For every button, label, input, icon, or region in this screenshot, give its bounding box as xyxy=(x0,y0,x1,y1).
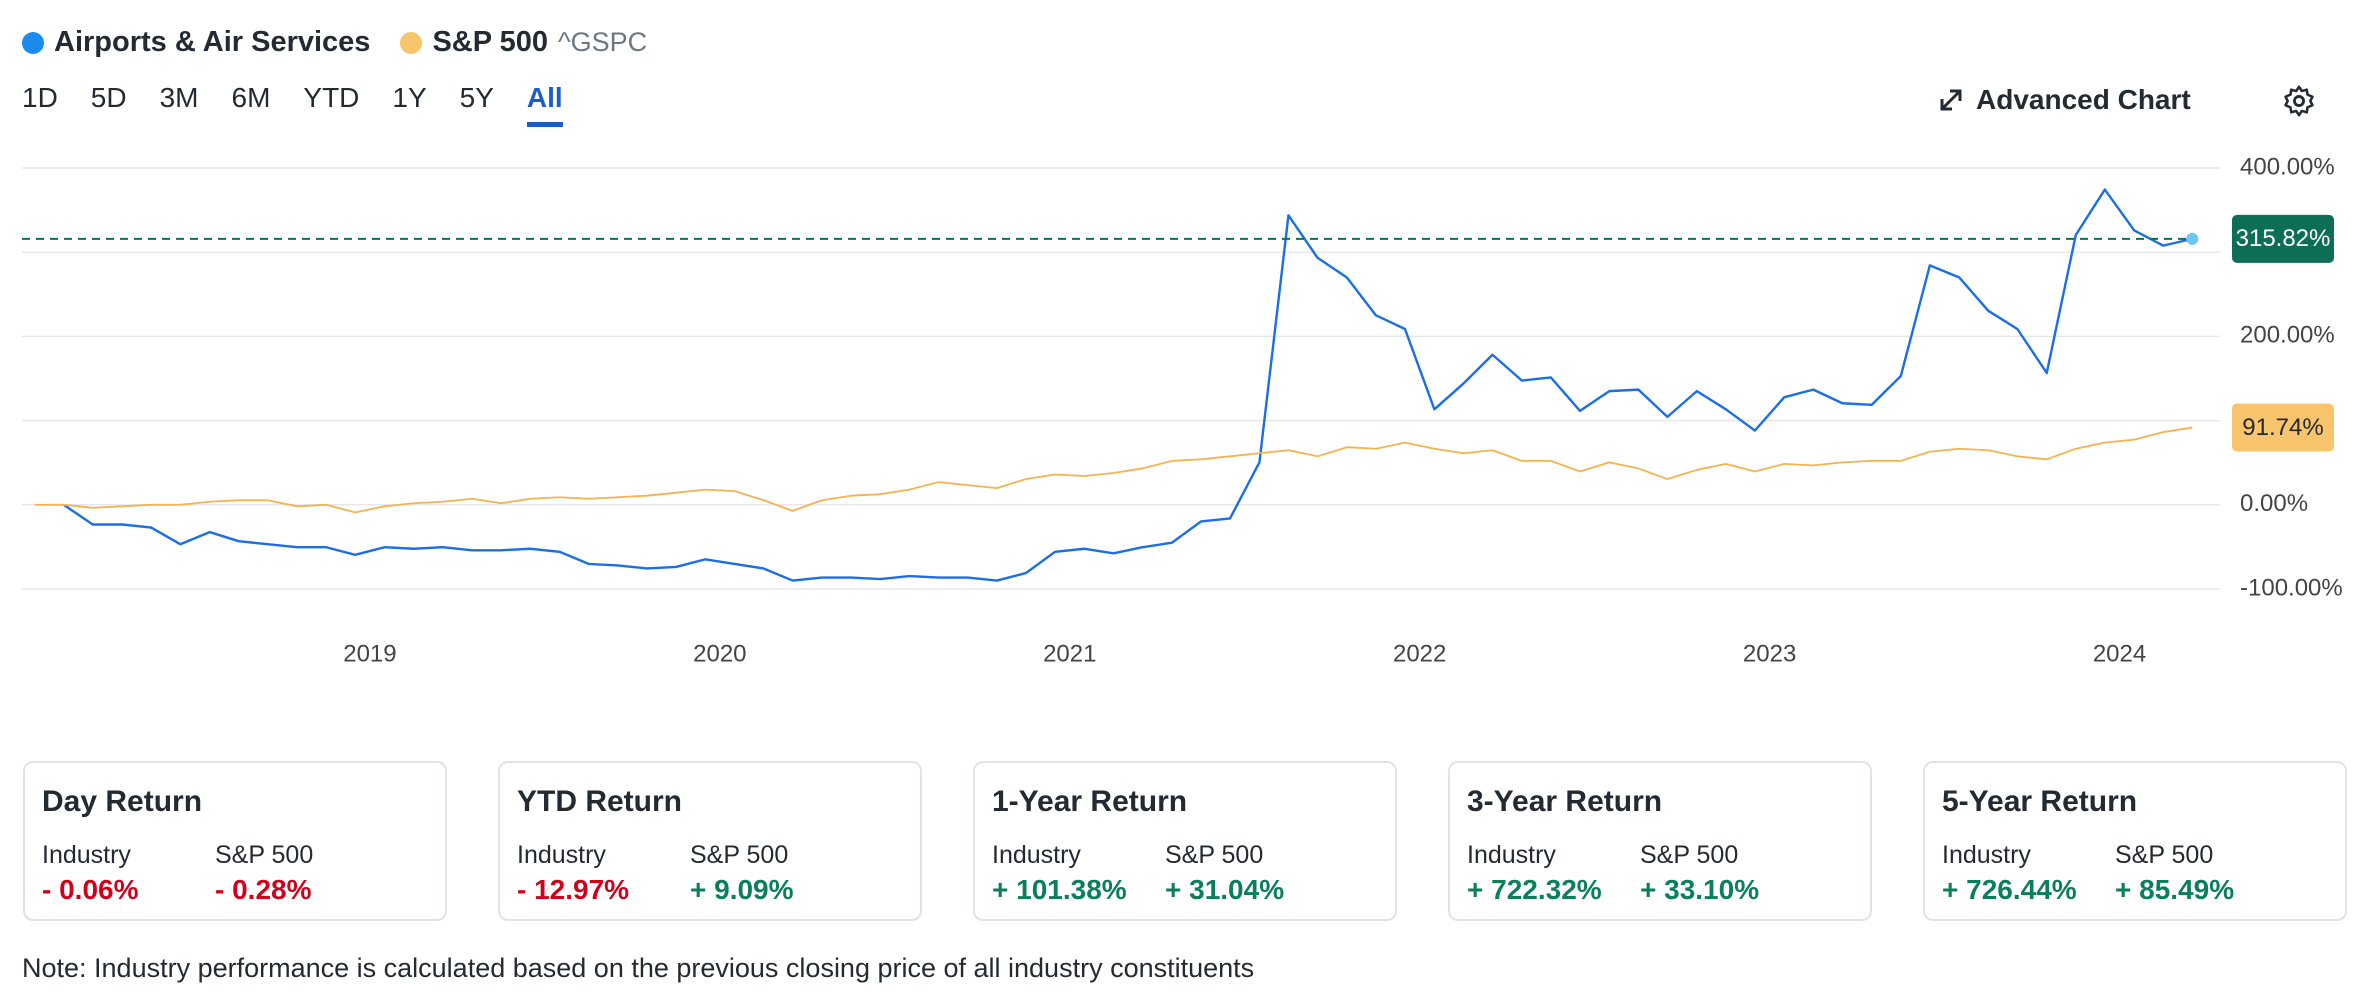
sp-return: + 31.04% xyxy=(1165,874,1285,905)
value-badge-label: 91.74% xyxy=(2242,414,2323,441)
card-title: 1-Year Return xyxy=(992,785,1188,818)
industry-return: - 12.97% xyxy=(517,874,630,905)
range-button[interactable]: 6M xyxy=(231,82,271,113)
x-tick-label: 2020 xyxy=(693,640,746,667)
y-tick-label: 0.00% xyxy=(2240,490,2308,517)
advanced-chart-button[interactable]: Advanced Chart xyxy=(1938,84,2191,116)
range-button[interactable]: 1Y xyxy=(392,82,427,113)
x-tick-label: 2022 xyxy=(1393,640,1446,667)
sp-return: + 9.09% xyxy=(690,874,794,905)
settings-icon[interactable] xyxy=(2282,84,2316,118)
return-card: 3-Year Return Industry S&P 500 + 722.32% + 3… xyxy=(1448,761,1872,921)
series-line xyxy=(34,426,2193,514)
last-point xyxy=(2186,232,2199,245)
legend-label: S&P 500 xyxy=(432,26,548,58)
industry-return: + 722.32% xyxy=(1467,874,1602,905)
sp-label: S&P 500 xyxy=(1165,841,1264,869)
sp-label: S&P 500 xyxy=(2115,841,2214,869)
industry-return: + 101.38% xyxy=(992,874,1127,905)
return-card: 1-Year Return Industry S&P 500 + 101.38% + 3… xyxy=(973,761,1397,921)
y-tick-label: 400.00% xyxy=(2240,153,2335,180)
range-button[interactable]: 5Y xyxy=(459,82,494,113)
range-button[interactable]: YTD xyxy=(303,82,360,113)
sp-label: S&P 500 xyxy=(690,841,789,869)
industry-return: - 0.06% xyxy=(42,874,139,905)
industry-label: Industry xyxy=(517,841,606,869)
advanced-chart-label: Advanced Chart xyxy=(1976,84,2191,115)
legend-label: Airports & Air Services xyxy=(54,26,371,58)
range-buttons: 1D 5D 3M 6M YTD 1Y 5Y All xyxy=(22,82,563,127)
industry-return: + 726.44% xyxy=(1942,874,2077,905)
value-badge xyxy=(2232,403,2334,452)
range-button[interactable]: 1D xyxy=(22,82,58,113)
y-tick-label: -100.00% xyxy=(2240,574,2343,601)
card-title: YTD Return xyxy=(517,785,682,818)
value-badge-label: 315.82% xyxy=(2236,225,2331,252)
ticker: ^GSPC xyxy=(557,27,648,57)
y-tick-label: 200.00% xyxy=(2240,322,2335,349)
return-card: Day Return Industry S&P 500 - 0.06% - 0.28% xyxy=(23,761,447,921)
card-title: 5-Year Return xyxy=(1942,785,2138,818)
sp-label: S&P 500 xyxy=(215,841,314,869)
industry-label: Industry xyxy=(992,841,1081,869)
return-card: YTD Return Industry S&P 500 - 12.97% + 9.09% xyxy=(498,761,922,921)
sp-return: + 33.10% xyxy=(1640,874,1760,905)
legend-dot xyxy=(22,31,44,54)
range-button[interactable]: 3M xyxy=(159,82,199,113)
card-title: 3-Year Return xyxy=(1467,785,1663,818)
return-card: 5-Year Return Industry S&P 500 + 726.44% + 8… xyxy=(1923,761,2347,921)
legend-dot xyxy=(400,31,423,54)
sp-return: + 85.49% xyxy=(2115,874,2235,905)
x-tick-label: 2024 xyxy=(2093,640,2146,667)
industry-label: Industry xyxy=(1467,841,1556,869)
value-badge xyxy=(2232,214,2334,263)
chart: -100.00%0.00%100.00%200.00%300.00%400.00… xyxy=(22,153,2343,667)
x-tick-label: 2021 xyxy=(1043,640,1096,667)
range-button[interactable]: 5D xyxy=(90,82,127,113)
expand-icon xyxy=(1940,89,1962,111)
sp-return: - 0.28% xyxy=(215,874,312,905)
sp-label: S&P 500 xyxy=(1640,841,1739,869)
legend: Airports & Air Services S&P 500 ^GSPC xyxy=(22,26,647,59)
card-title: Day Return xyxy=(42,785,203,818)
series-line xyxy=(63,188,2193,582)
range-button[interactable]: All xyxy=(526,82,563,127)
industry-label: Industry xyxy=(1942,841,2031,869)
industry-label: Industry xyxy=(42,841,131,869)
x-tick-label: 2019 xyxy=(343,640,396,667)
x-tick-label: 2023 xyxy=(1743,640,1796,667)
note: Note: Industry performance is calculated… xyxy=(22,953,1255,983)
